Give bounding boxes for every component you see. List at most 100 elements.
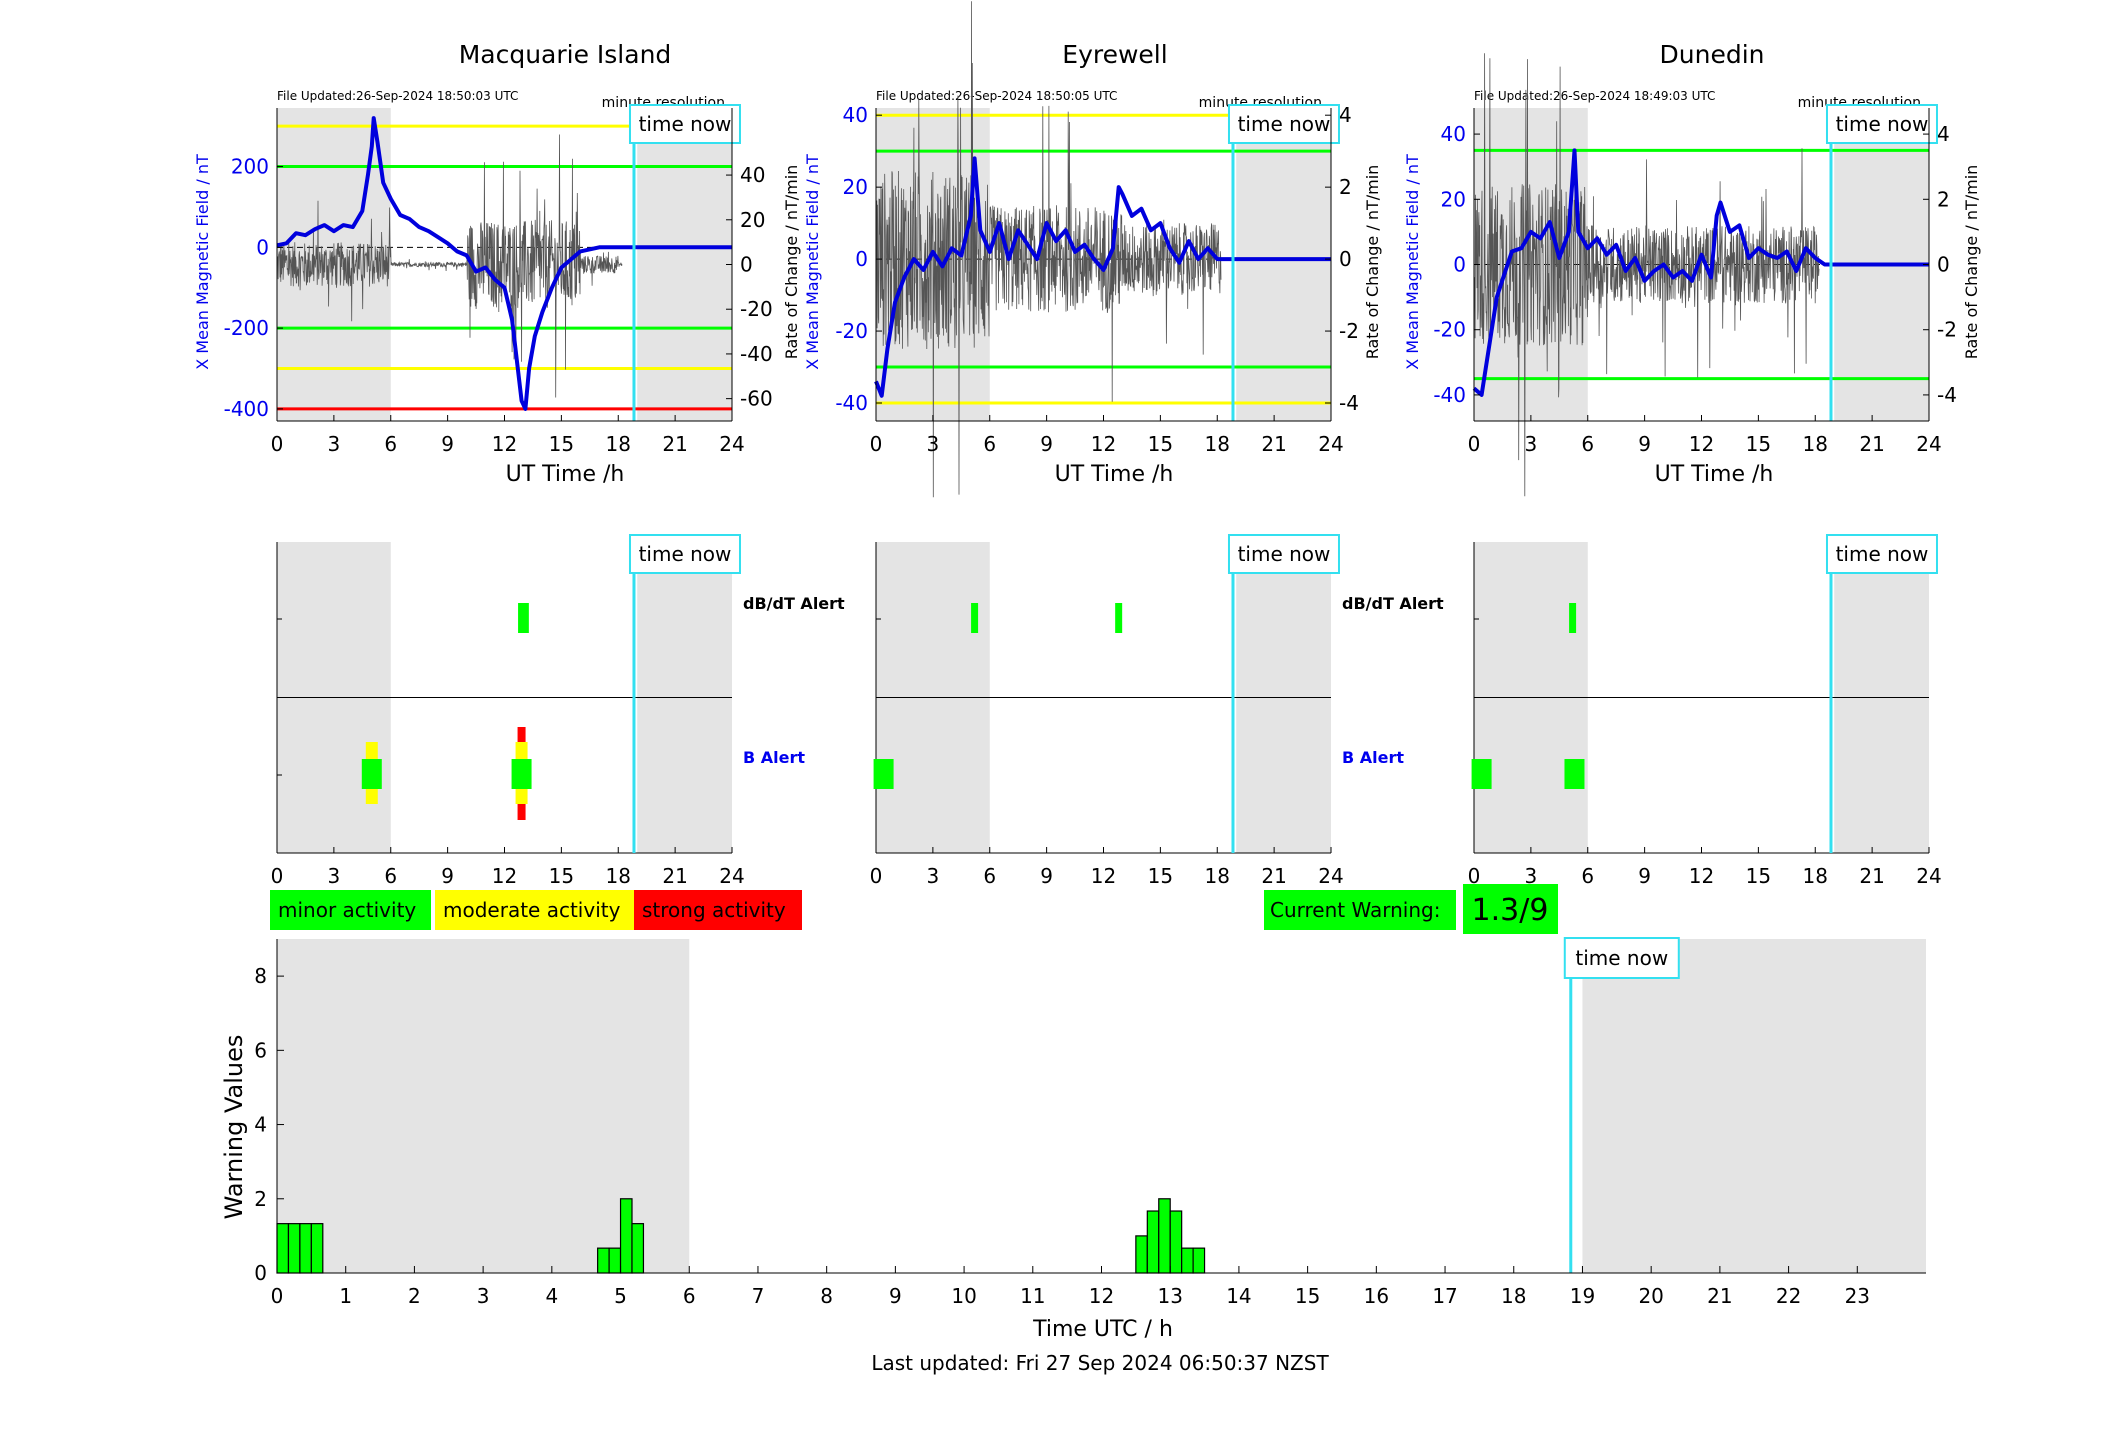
field-trace — [874, 156, 1331, 398]
x-tick-label: 15 — [549, 432, 574, 456]
legend-minor-swatch — [270, 890, 431, 930]
x-tick-label: 21 — [1859, 432, 1884, 456]
x-tick-label: 9 — [889, 1284, 902, 1308]
y-tick-label-right: -20 — [740, 297, 773, 321]
night-shading — [1582, 939, 1926, 1273]
x-tick-label: 3 — [1525, 864, 1538, 888]
field-trace — [276, 116, 732, 411]
x-tick-label: 15 — [1295, 1284, 1320, 1308]
panel-title-dunedin: Dunedin — [1660, 40, 1765, 69]
b-alert-mark-minor — [511, 759, 532, 789]
x-tick-label: 16 — [1364, 1284, 1389, 1308]
y-tick-label-left: 20 — [1441, 187, 1466, 211]
alert-label-b-eyrewell: B Alert — [1342, 748, 1404, 767]
time-now-label: time now — [1238, 542, 1331, 566]
y-tick-label: 8 — [254, 964, 267, 988]
x-tick-label: 18 — [606, 432, 631, 456]
time-now-box — [1227, 104, 1340, 144]
x-tick-label: 21 — [662, 432, 687, 456]
x-tick-label: 6 — [683, 1284, 696, 1308]
warning-bar — [597, 1247, 610, 1274]
alert-plot-2: time now 0 3 6 9 12 15 18 21 24 — [1468, 534, 1942, 888]
x-tick-label: 6 — [384, 432, 397, 456]
x-tick-label: 2 — [408, 1284, 421, 1308]
y-tick-label-right: 0 — [1937, 253, 1950, 277]
b-alert-mark-minor — [361, 759, 382, 789]
x-tick-label: 3 — [927, 432, 940, 456]
file-updated-eyrewell: File Updated:26-Sep-2024 18:50:05 UTC — [876, 89, 1117, 103]
x-tick-label: 24 — [1916, 432, 1941, 456]
warning-bar — [310, 1223, 324, 1274]
x-tick-label: 6 — [384, 864, 397, 888]
x-tick-label: 7 — [752, 1284, 765, 1308]
y-tick-label-left: 0 — [855, 247, 868, 271]
x-tick-label: 21 — [1261, 432, 1286, 456]
warning-bar — [619, 1198, 633, 1274]
x-tick-label: 12 — [1089, 1284, 1114, 1308]
x-tick-label: 0 — [870, 864, 883, 888]
x-tick-label: 3 — [328, 432, 341, 456]
x-tick-label: 13 — [1157, 1284, 1182, 1308]
x-tick-label: 22 — [1776, 1284, 1801, 1308]
x-tick-label: 9 — [1040, 864, 1053, 888]
time-now-box — [1227, 534, 1340, 574]
time-now-box — [1563, 937, 1680, 979]
y-tick-label: 2 — [254, 1187, 267, 1211]
night-shading — [1236, 108, 1331, 421]
x-tick-label: 18 — [1501, 1284, 1526, 1308]
x-tick-label: 15 — [1148, 864, 1173, 888]
y-tick-label-right: 2 — [1339, 175, 1352, 199]
alert-label-dbdt-eyrewell: dB/dT Alert — [1342, 594, 1444, 613]
ylabel-left-dunedin: X Mean Magnetic Field / nT — [1403, 154, 1422, 370]
y-tick-label-right: 2 — [1937, 187, 1950, 211]
file-updated-dunedin: File Updated:26-Sep-2024 18:49:03 UTC — [1474, 89, 1715, 103]
y-tick-label-right: 0 — [1339, 247, 1352, 271]
x-tick-label: 5 — [614, 1284, 627, 1308]
y-tick-label-left: 200 — [231, 155, 269, 179]
warning-bar — [631, 1223, 645, 1274]
x-tick-label: 15 — [1148, 432, 1173, 456]
ylabel-right-macquarie: Rate of Change / nT/min — [782, 165, 801, 360]
current-warning: Current Warning: 1.3/9 — [1264, 884, 1558, 934]
x-tick-label: 3 — [477, 1284, 490, 1308]
x-tick-label: 9 — [1638, 864, 1651, 888]
time-now-box — [628, 104, 741, 144]
bottom-chart-ylabel: Warning Values — [220, 1035, 248, 1220]
x-tick-label: 8 — [820, 1284, 833, 1308]
x-tick-label: 3 — [1525, 432, 1538, 456]
ylabel-left-macquarie: X Mean Magnetic Field / nT — [193, 154, 212, 370]
warning-bar — [299, 1223, 312, 1274]
x-tick-label: 9 — [1040, 432, 1053, 456]
b-alert-mark-minor — [873, 759, 894, 789]
y-tick-label-left: -40 — [1433, 383, 1466, 407]
y-tick-label-left: 0 — [256, 235, 269, 259]
y-tick-label-right: -2 — [1937, 318, 1957, 342]
x-tick-label: 6 — [983, 864, 996, 888]
x-tick-label: 12 — [1091, 432, 1116, 456]
current-warning-value: 1.3/9 — [1472, 893, 1549, 928]
ylabel-right-dunedin: Rate of Change / nT/min — [1962, 165, 1981, 360]
y-tick-label: 6 — [254, 1038, 267, 1062]
y-tick-label-left: 0 — [1453, 253, 1466, 277]
x-tick-label: 0 — [1468, 432, 1481, 456]
x-tick-label: 24 — [1318, 432, 1343, 456]
xlabel-macquarie: UT Time /h — [506, 462, 625, 487]
rate-of-change-trace — [276, 134, 623, 398]
x-tick-label: 9 — [441, 432, 454, 456]
time-now-label: time now — [1836, 542, 1929, 566]
x-tick-label: 24 — [719, 864, 744, 888]
x-tick-label: 6 — [1581, 432, 1594, 456]
x-tick-label: 18 — [1803, 432, 1828, 456]
xlabel-eyrewell: UT Time /h — [1055, 462, 1174, 487]
y-tick-label-right: 40 — [740, 163, 765, 187]
x-tick-label: 1 — [339, 1284, 352, 1308]
time-now-label: time now — [1575, 946, 1668, 970]
xlabel-dunedin: UT Time /h — [1655, 462, 1774, 487]
x-tick-label: 12 — [1091, 864, 1116, 888]
time-now-label: time now — [1238, 112, 1331, 136]
rate-of-change-trace — [875, 1, 1222, 498]
current-warning-label-box — [1264, 890, 1456, 930]
x-tick-label: 9 — [1638, 432, 1651, 456]
time-now-label: time now — [639, 542, 732, 566]
dbdt-alert-mark — [971, 603, 979, 633]
